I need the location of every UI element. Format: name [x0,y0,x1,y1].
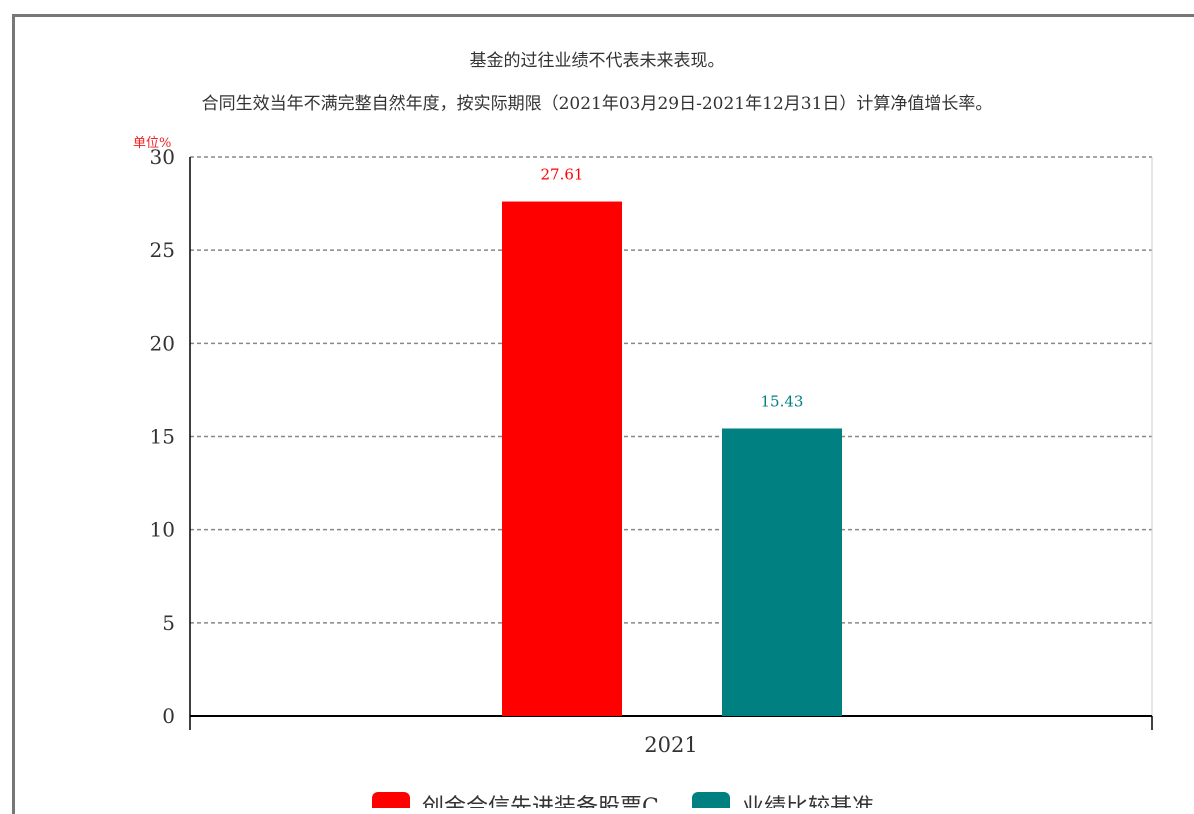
y-tick-label-30: 30 [150,145,175,169]
unit-label: 单位% [133,136,172,151]
x-tick-label-0: 2021 [644,733,697,757]
y-tick-label-10: 10 [150,518,175,542]
y-tick-label-0: 0 [162,704,175,728]
y-tick-label-25: 25 [150,238,175,262]
bar-series-1 [722,428,842,716]
bar-value-label-1: 15.43 [761,392,804,410]
legend-label-1: 业绩比较基准 [742,795,874,808]
bar-value-label-0: 27.61 [541,166,584,184]
disclaimer-note: 基金的过往业绩不代表未来表现。 [469,51,725,71]
legend-swatch-1 [692,792,730,808]
bar-series-0 [502,201,622,716]
period-note: 合同生效当年不满完整自然年度，按实际期限（2021年03月29日-2021年12… [201,94,993,114]
y-tick-label-5: 5 [162,611,175,635]
y-tick-label-20: 20 [150,331,175,355]
legend-label-0: 创金合信先进装备股票C [422,795,659,808]
y-tick-label-15: 15 [150,425,175,449]
legend-swatch-0 [372,792,410,808]
chart-frame [12,14,1194,814]
